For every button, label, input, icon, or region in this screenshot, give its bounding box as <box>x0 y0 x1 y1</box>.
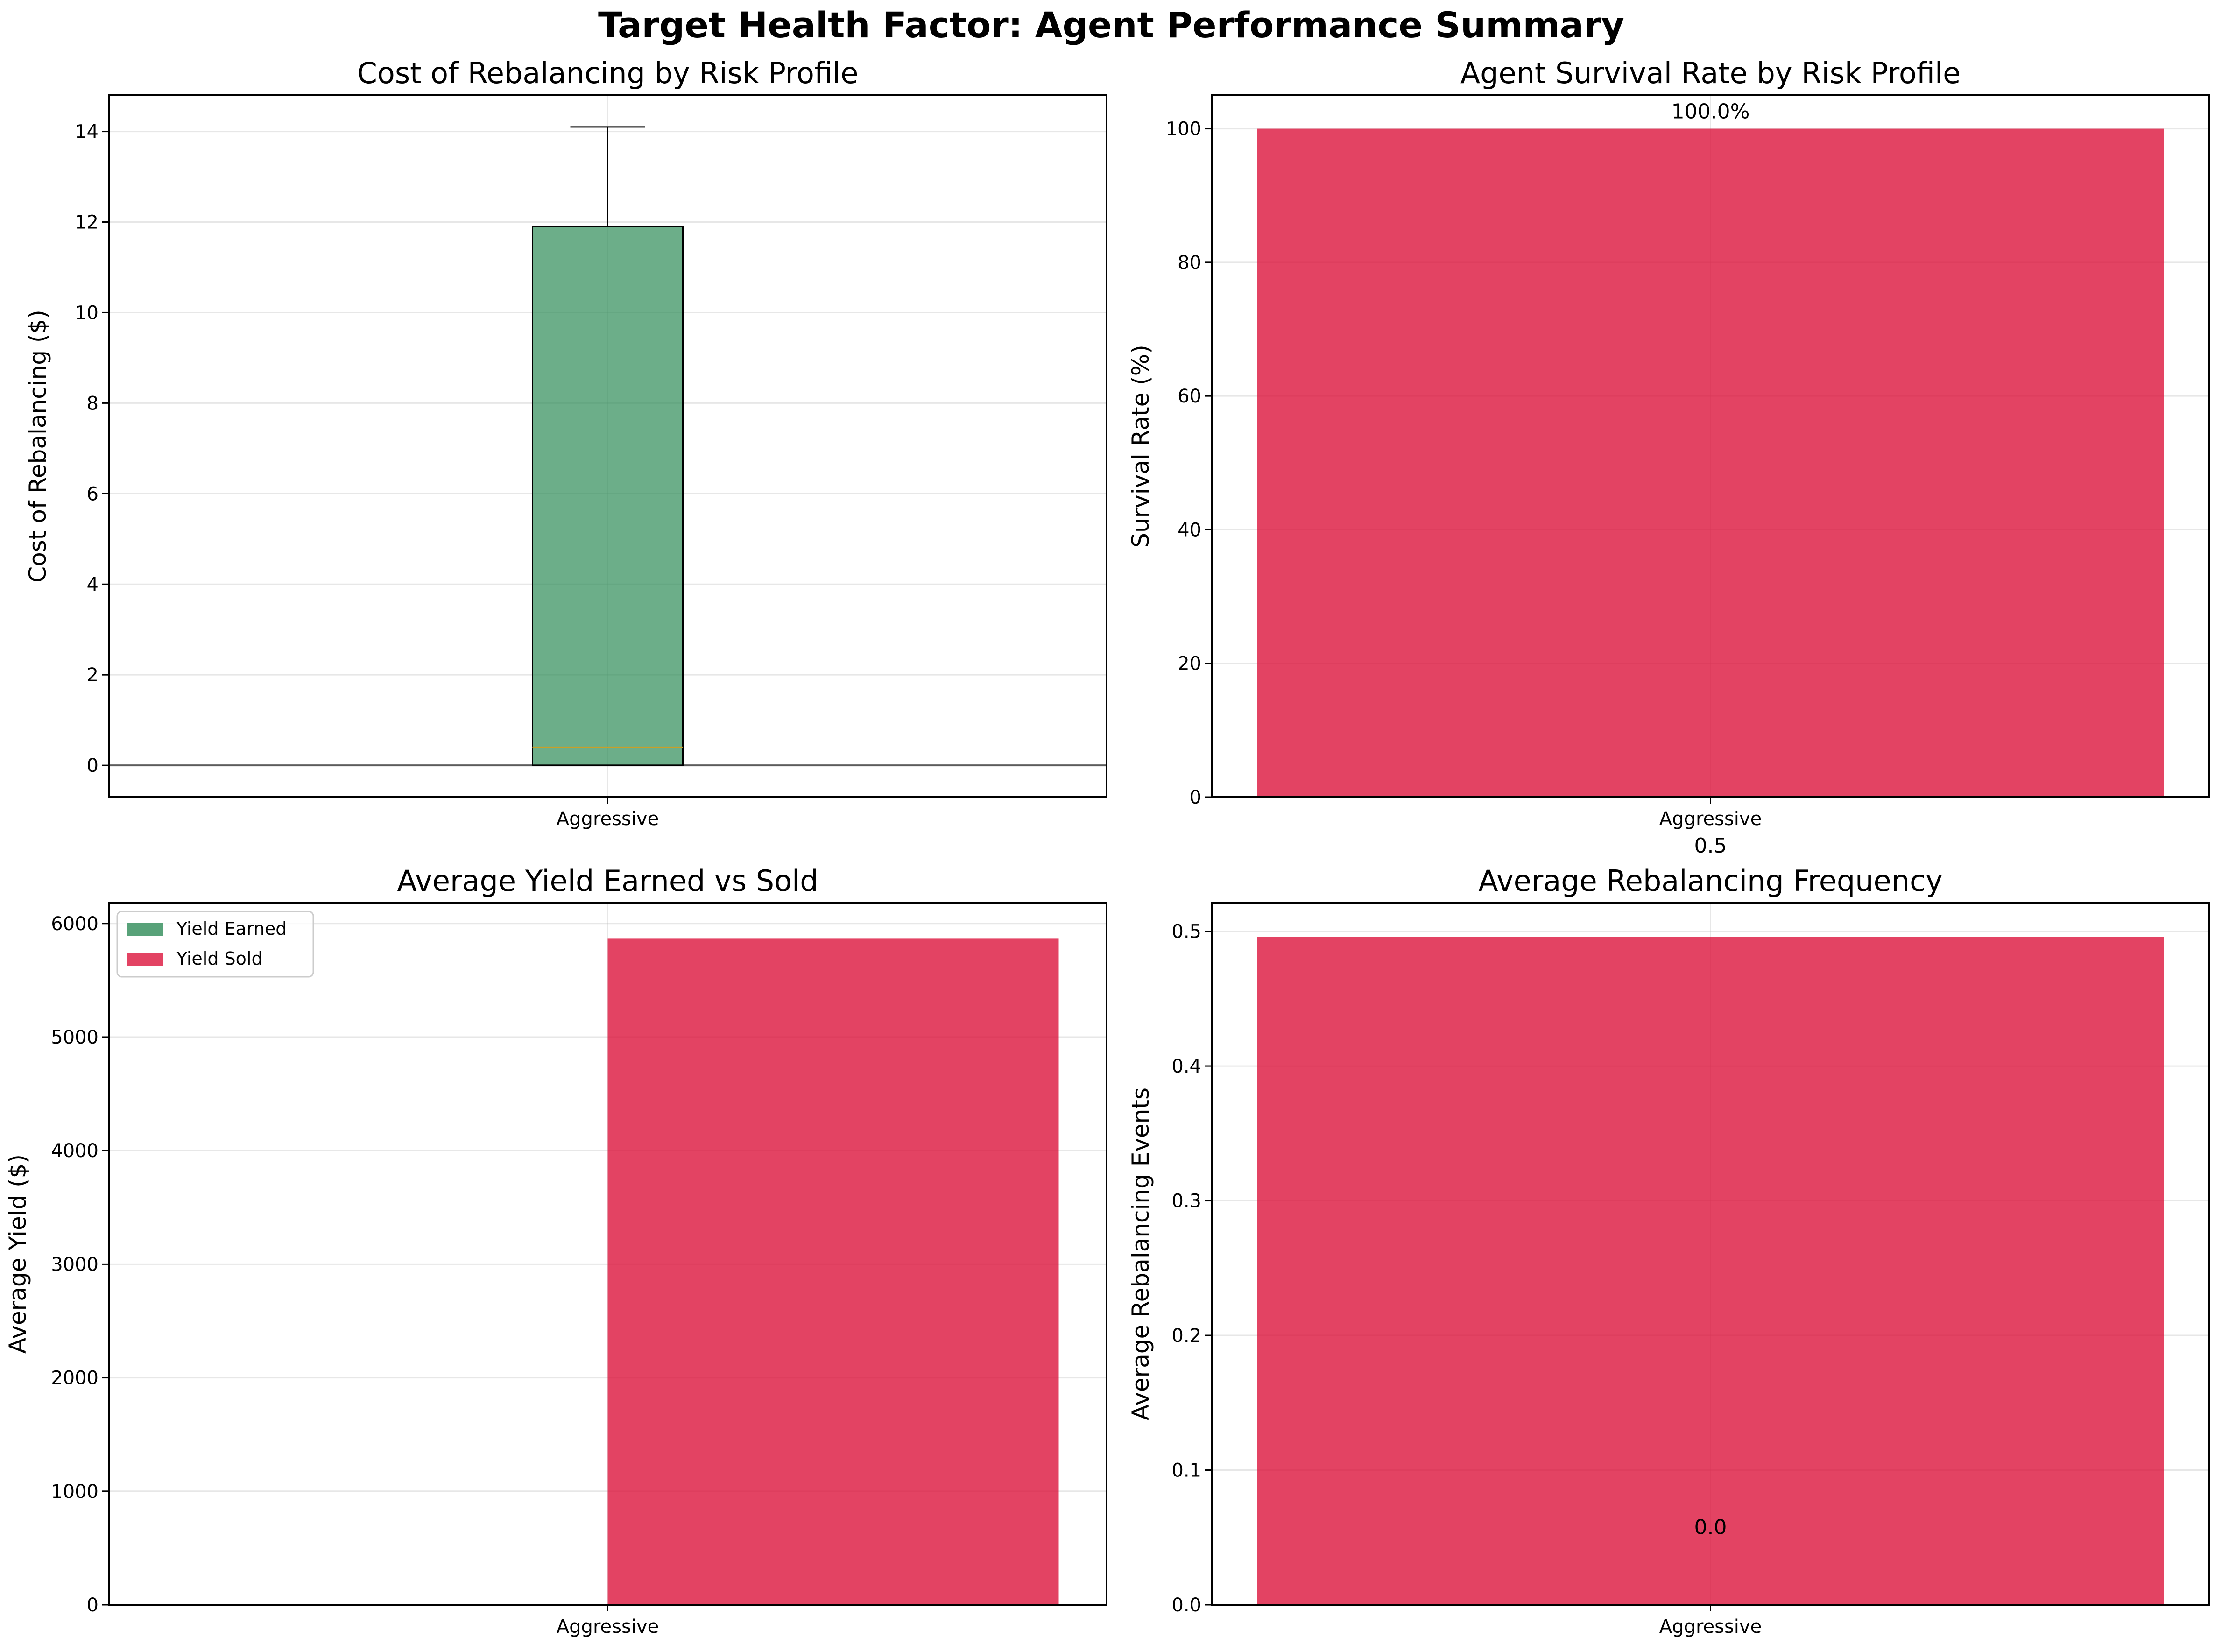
y-tick-label: 0.5 <box>1171 921 1201 943</box>
y-tick-label: 4 <box>87 574 99 595</box>
y-axis-label: Average Rebalancing Events <box>1127 1087 1154 1420</box>
y-tick-label: 0.2 <box>1171 1325 1201 1347</box>
y-tick-label: 20 <box>1178 653 1201 675</box>
y-tick-label: 4000 <box>51 1140 99 1162</box>
panels: Cost of Rebalancing by Risk Profile Cost … <box>4 56 2210 1638</box>
y-axis-label: Cost of Rebalancing ($) <box>24 310 51 583</box>
data-label: 100.0% <box>1672 100 1750 124</box>
y-tick-label: 0.0 <box>1171 1595 1201 1616</box>
y-tick-label: 0.1 <box>1171 1460 1201 1482</box>
legend-swatch <box>127 923 163 936</box>
y-tick-label: 14 <box>75 121 99 143</box>
y-tick-label: 6000 <box>51 913 99 935</box>
legend-label: Yield Sold <box>176 948 263 969</box>
x-tick-label: Aggressive <box>1659 808 1762 830</box>
legend-label: Yield Earned <box>176 918 287 939</box>
y-tick-label: 80 <box>1178 252 1201 274</box>
legend: Yield Earned Yield Sold <box>116 911 314 978</box>
axes-frame <box>1211 94 2210 798</box>
y-tick-label: 1000 <box>51 1481 99 1503</box>
bar <box>1257 128 2164 798</box>
box <box>532 226 684 766</box>
axes-frame <box>108 902 1107 1606</box>
y-tick-label: 2 <box>87 664 99 686</box>
axes-frame <box>108 94 1107 798</box>
panel-4: Average Rebalancing Frequency Average Reb… <box>1127 834 2210 1638</box>
panel-2: Agent Survival Rate by Risk Profile Survi… <box>1127 56 2210 830</box>
y-tick-label: 0.4 <box>1171 1056 1201 1077</box>
bar-yield-sold <box>607 938 1059 1605</box>
y-tick-label: 2000 <box>51 1368 99 1389</box>
legend-swatch <box>127 953 163 966</box>
y-axis-label: Survival Rate (%) <box>1127 345 1154 548</box>
x-tick-label: Aggressive <box>557 1616 659 1638</box>
y-tick-label: 12 <box>75 212 99 233</box>
y-tick-label: 60 <box>1178 386 1201 407</box>
y-tick-label: 0 <box>87 755 99 777</box>
y-tick-label: 6 <box>87 483 99 505</box>
data-label: 0.0 <box>1694 1516 1727 1539</box>
panel-3: Average Yield Earned vs Sold Average Yiel… <box>4 864 1107 1638</box>
y-tick-label: 100 <box>1166 119 1201 140</box>
data-label: 0.5 <box>1694 834 1727 858</box>
y-tick-label: 5000 <box>51 1027 99 1048</box>
y-tick-label: 8 <box>87 393 99 414</box>
y-tick-label: 3000 <box>51 1254 99 1275</box>
y-tick-label: 40 <box>1178 519 1201 541</box>
panel-title: Average Rebalancing Frequency <box>1478 864 1943 898</box>
bar <box>1257 937 2164 1605</box>
panel-1: Cost of Rebalancing by Risk Profile Cost … <box>24 56 1107 830</box>
panel-title: Agent Survival Rate by Risk Profile <box>1460 56 1961 90</box>
figure-title: Target Health Factor: Agent Performance … <box>598 4 1624 46</box>
y-tick-label: 0 <box>87 1595 99 1616</box>
y-tick-label: 0.3 <box>1171 1191 1201 1212</box>
y-tick-label: 0 <box>1190 787 1201 808</box>
panel-title: Average Yield Earned vs Sold <box>397 864 818 898</box>
panel-title: Cost of Rebalancing by Risk Profile <box>357 56 859 90</box>
y-tick-label: 10 <box>75 302 99 324</box>
legend-box <box>116 911 314 978</box>
x-tick-label: Aggressive <box>1659 1616 1762 1638</box>
x-tick-label: Aggressive <box>557 808 659 830</box>
axes-frame <box>1211 902 2210 1606</box>
y-axis-label: Average Yield ($) <box>4 1154 31 1354</box>
